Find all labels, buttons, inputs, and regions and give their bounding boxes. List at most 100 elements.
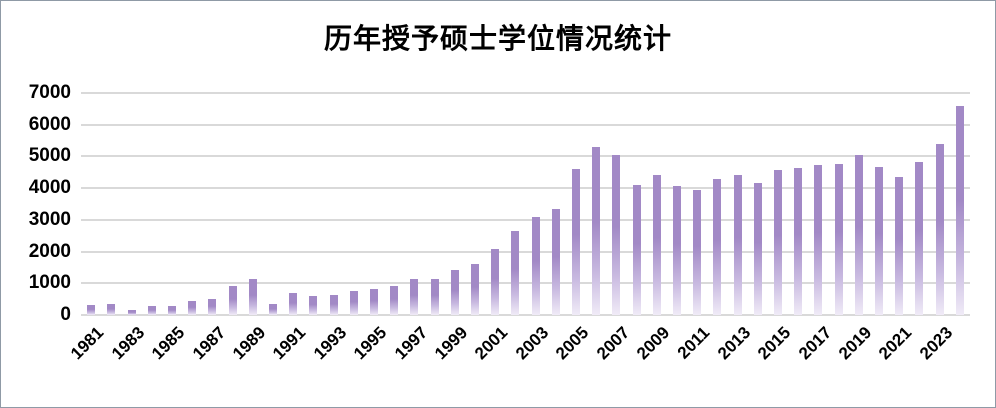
bar-1992: [309, 295, 318, 315]
bar-slot-2019: [849, 93, 869, 315]
bar-2000: [470, 263, 479, 315]
bar-2024: [955, 106, 964, 315]
bar-2009: [652, 175, 661, 315]
bar-slot-1995: [364, 93, 384, 315]
bar-1986: [188, 300, 197, 315]
x-tick-label-2015: 2015: [754, 323, 795, 364]
bar-1997: [410, 279, 419, 315]
bar-2007: [612, 155, 621, 315]
bar-slot-1988: [222, 93, 242, 315]
x-tick-label-2005: 2005: [552, 323, 593, 364]
bar-slot-2011: [687, 93, 707, 315]
bar-slot-2014: [748, 93, 768, 315]
bar-slot-2024: [950, 93, 970, 315]
x-tick-label-2013: 2013: [713, 323, 755, 364]
bar-1981: [87, 305, 96, 315]
bar-slot-1992: [303, 93, 323, 315]
x-tick-label-2019: 2019: [835, 323, 876, 364]
bar-2019: [854, 154, 863, 315]
bar-slot-1983: [121, 93, 141, 315]
bar-1988: [228, 285, 237, 315]
bar-slot-1993: [323, 93, 343, 315]
bar-1987: [208, 299, 217, 315]
x-tick-label-2021: 2021: [875, 323, 916, 364]
y-tick-label-2000: 2000: [28, 240, 71, 262]
bar-slot-2009: [647, 93, 667, 315]
bar-2014: [753, 183, 762, 315]
bar-slot-2004: [546, 93, 566, 315]
bar-1999: [450, 270, 459, 315]
bar-2020: [875, 167, 884, 315]
bar-slot-1998: [424, 93, 444, 315]
bar-slot-2023: [930, 93, 950, 315]
bar-slot-2016: [788, 93, 808, 315]
bar-slot-1997: [404, 93, 424, 315]
x-tick-label-1999: 1999: [431, 323, 472, 364]
bar-2008: [632, 184, 641, 315]
bar-1995: [369, 289, 378, 315]
bar-slot-1989: [243, 93, 263, 315]
bar-slot-1987: [202, 93, 222, 315]
gridline-5000: [81, 155, 970, 158]
bar-1994: [349, 290, 358, 315]
x-tick-label-1985: 1985: [148, 323, 189, 364]
plot-area: [81, 92, 970, 316]
bar-1989: [248, 279, 257, 315]
bar-slot-2008: [626, 93, 646, 315]
bar-2021: [895, 176, 904, 315]
x-tick-label-2023: 2023: [915, 323, 957, 364]
bar-slot-1986: [182, 93, 202, 315]
bar-2005: [571, 168, 580, 315]
x-tick-label-1983: 1983: [107, 323, 148, 364]
bar-slot-1994: [344, 93, 364, 315]
y-tick-label-3000: 3000: [28, 208, 71, 230]
bar-2003: [531, 216, 540, 315]
bar-slot-1991: [283, 93, 303, 315]
x-tick-label-1991: 1991: [269, 323, 310, 364]
bar-slot-2005: [566, 93, 586, 315]
bar-1985: [167, 305, 176, 315]
x-tick-label-2009: 2009: [633, 323, 674, 364]
y-tick-label-1000: 1000: [28, 272, 71, 294]
bar-2011: [693, 190, 702, 315]
bar-slot-2002: [505, 93, 525, 315]
bar-2012: [713, 178, 722, 315]
bar-2016: [794, 168, 803, 315]
x-tick-label-1981: 1981: [67, 323, 108, 364]
bar-slot-2021: [889, 93, 909, 315]
bar-slot-1999: [445, 93, 465, 315]
bar-1996: [390, 286, 399, 315]
bar-1991: [289, 293, 298, 315]
bar-2022: [915, 162, 924, 315]
x-tick-label-2001: 2001: [471, 323, 512, 364]
bar-2010: [672, 185, 681, 315]
gridline-1000: [81, 282, 970, 285]
bar-2004: [551, 209, 560, 315]
bar-slot-2017: [808, 93, 828, 315]
x-tick-label-1987: 1987: [188, 323, 229, 364]
bar-slot-2018: [829, 93, 849, 315]
bar-2001: [491, 249, 500, 315]
bar-slot-2015: [768, 93, 788, 315]
x-tick-label-1995: 1995: [350, 323, 391, 364]
x-tick-label-1997: 1997: [390, 323, 431, 364]
y-axis-labels: 0 1000 2000 3000 4000 5000 6000 7000: [1, 1, 73, 407]
x-tick-label-2003: 2003: [511, 323, 553, 364]
bar-1983: [127, 309, 136, 315]
bar-slot-2000: [465, 93, 485, 315]
bar-slot-1981: [81, 93, 101, 315]
x-tick-label-2007: 2007: [592, 323, 633, 364]
y-tick-label-7000: 7000: [28, 82, 71, 103]
bar-1998: [430, 279, 439, 315]
gridline-6000: [81, 123, 970, 126]
bars-layer: [81, 93, 970, 315]
bar-1993: [329, 294, 338, 315]
bar-slot-1982: [101, 93, 121, 315]
bar-slot-1990: [263, 93, 283, 315]
bar-slot-1985: [162, 93, 182, 315]
bar-2013: [733, 175, 742, 315]
bar-1982: [107, 304, 116, 315]
bar-slot-2001: [485, 93, 505, 315]
bar-slot-2012: [707, 93, 727, 315]
